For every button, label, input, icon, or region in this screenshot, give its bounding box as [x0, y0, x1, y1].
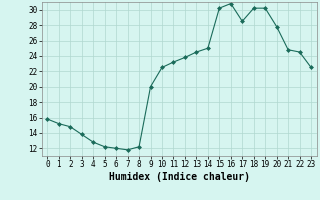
X-axis label: Humidex (Indice chaleur): Humidex (Indice chaleur): [109, 172, 250, 182]
